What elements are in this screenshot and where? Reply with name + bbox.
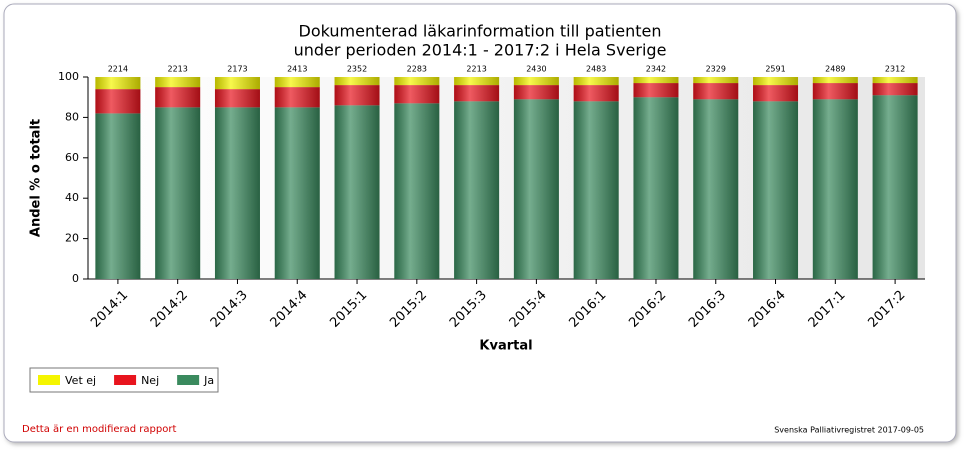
bar-shade xyxy=(454,101,500,280)
bar-shade xyxy=(454,77,500,86)
bar-shade xyxy=(812,99,858,279)
total-label: 2312 xyxy=(885,65,905,74)
bar-shade xyxy=(633,83,679,98)
legend-label: Vet ej xyxy=(65,374,96,387)
bar-shade xyxy=(454,85,500,102)
y-axis-label: Andel % o totalt xyxy=(29,119,44,237)
total-label: 2213 xyxy=(466,65,486,74)
total-label: 2329 xyxy=(706,65,726,74)
y-tick-label: 20 xyxy=(65,232,79,245)
bar-shade xyxy=(95,77,141,90)
bar-shade xyxy=(274,107,320,279)
bar-shade xyxy=(155,107,201,279)
total-label: 2173 xyxy=(227,65,247,74)
bar-shade xyxy=(334,77,380,86)
chart-title: Dokumenterad läkarinformation till patie… xyxy=(299,22,662,41)
bar-shade xyxy=(214,89,260,108)
bar-shade xyxy=(573,101,619,280)
total-label: 2213 xyxy=(167,65,187,74)
bar-shade xyxy=(753,77,799,86)
y-tick-label: 40 xyxy=(65,191,79,204)
bar-shade xyxy=(513,77,559,86)
total-label: 2352 xyxy=(347,65,367,74)
bar-shade xyxy=(872,95,918,280)
total-label: 2214 xyxy=(108,65,128,74)
total-label: 2430 xyxy=(526,65,546,74)
y-tick-label: 60 xyxy=(65,151,79,164)
bar-shade xyxy=(274,77,320,88)
footer-right: Svenska Palliativregistret 2017-09-05 xyxy=(774,426,924,435)
bar-shade xyxy=(753,101,799,280)
bar-shade xyxy=(513,85,559,100)
total-label: 2483 xyxy=(586,65,606,74)
total-label: 2591 xyxy=(765,65,785,74)
legend-swatch xyxy=(38,375,60,385)
legend-label: Nej xyxy=(141,374,159,387)
legend-swatch xyxy=(114,375,137,385)
total-label: 2413 xyxy=(287,65,307,74)
total-label: 2342 xyxy=(646,65,666,74)
legend-label: Ja xyxy=(203,374,214,387)
bar-shade xyxy=(394,85,440,104)
bar-shade xyxy=(573,85,619,102)
legend-swatch xyxy=(177,375,200,385)
bar-shade xyxy=(214,77,260,90)
bar-shade xyxy=(872,83,918,96)
bar-shade xyxy=(274,87,320,108)
total-label: 2283 xyxy=(407,65,427,74)
bar-shade xyxy=(693,83,739,100)
footer-left: Detta är en modifierad rapport xyxy=(22,424,176,435)
y-tick-label: 80 xyxy=(65,110,79,123)
bar-shade xyxy=(95,113,141,279)
bar-shade xyxy=(214,107,260,279)
bar-shade xyxy=(633,97,679,279)
bar-shade xyxy=(633,77,679,84)
bar-shade xyxy=(394,103,440,279)
bar-shade xyxy=(693,99,739,279)
bar-shade xyxy=(573,77,619,86)
bar-shade xyxy=(334,85,380,106)
bar-shade xyxy=(812,77,858,84)
y-tick-label: 100 xyxy=(58,70,79,83)
bar-shade xyxy=(872,77,918,84)
bar-shade xyxy=(155,87,201,108)
y-tick-label: 0 xyxy=(72,272,79,285)
x-axis-label: Kvartal xyxy=(479,339,532,354)
bar-shade xyxy=(753,85,799,102)
bar-shade xyxy=(693,77,739,84)
bar-shade xyxy=(155,77,201,88)
bar-shade xyxy=(513,99,559,279)
chart-title: under perioden 2014:1 - 2017:2 i Hela Sv… xyxy=(294,41,667,60)
total-label: 2489 xyxy=(825,65,845,74)
bar-shade xyxy=(812,83,858,100)
bar-shade xyxy=(394,77,440,86)
plot-area xyxy=(88,77,925,279)
bar-shade xyxy=(334,105,380,279)
bar-shade xyxy=(95,89,141,114)
